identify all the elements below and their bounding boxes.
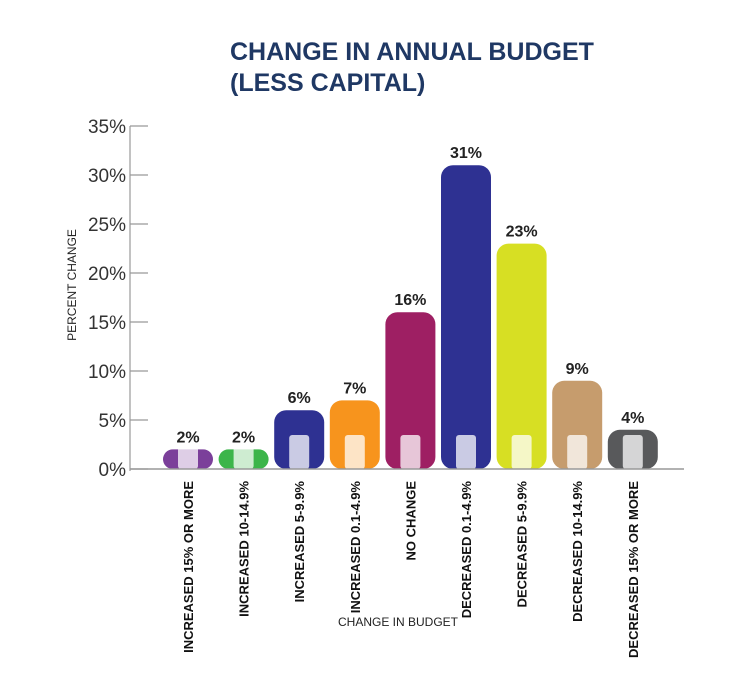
bar-value-label: 4% bbox=[621, 410, 644, 427]
bar-value-label: 31% bbox=[450, 145, 482, 162]
bar-base-tab bbox=[344, 435, 365, 469]
y-axis: 0% 5% 10% 15% 20% 25% 30% 35% bbox=[88, 117, 148, 481]
bar-base-tab bbox=[178, 435, 198, 469]
y-tick-label: 35% bbox=[88, 117, 126, 138]
bar bbox=[552, 380, 603, 469]
x-tick-label: INCREASED 5-9.9% bbox=[292, 481, 307, 603]
x-tick-label: DECREASED 5-9.9% bbox=[515, 481, 530, 608]
bar-value-label: 9% bbox=[566, 361, 589, 378]
y-tick-label: 20% bbox=[88, 264, 126, 285]
bars-group: 2% 2% 6% 7% 16% 31% 23% 9% 4% bbox=[163, 145, 658, 469]
x-tick-label: DECREASED 10-14.9% bbox=[570, 481, 585, 622]
y-tick-label: 0% bbox=[99, 460, 127, 481]
x-tick-label: NO CHANGE bbox=[403, 481, 418, 561]
bar-base-tab bbox=[622, 435, 643, 469]
bar-value-label: 2% bbox=[232, 429, 255, 446]
bar-value-label: 2% bbox=[176, 429, 199, 446]
y-tick-label: 30% bbox=[88, 166, 126, 187]
bar-base-tab bbox=[511, 435, 532, 469]
bar-value-label: 16% bbox=[394, 292, 426, 309]
bar-base-tab bbox=[289, 435, 310, 469]
bar-value-label: 23% bbox=[506, 224, 538, 241]
bar-base-tab bbox=[400, 435, 421, 469]
y-tick-label: 15% bbox=[88, 313, 126, 334]
y-axis-title: PERCENT CHANGE bbox=[65, 229, 79, 341]
x-tick-label: DECREASED 0.1-4.9% bbox=[459, 481, 474, 619]
bar bbox=[441, 165, 491, 469]
x-tick-label: DECREASED 15% OR MORE bbox=[626, 481, 641, 658]
x-tick-label: INCREASED 15% OR MORE bbox=[181, 481, 196, 653]
bar bbox=[496, 243, 547, 469]
bar-value-label: 6% bbox=[288, 390, 311, 407]
x-axis: INCREASED 15% OR MORE INCREASED 10-14.9% I… bbox=[130, 468, 684, 658]
bar-base-tab bbox=[567, 435, 588, 469]
bar bbox=[329, 400, 380, 469]
y-tick-label: 10% bbox=[88, 362, 126, 383]
bar-base-tab bbox=[233, 435, 254, 469]
bar bbox=[385, 312, 436, 469]
x-axis-title: CHANGE IN BUDGET bbox=[338, 615, 459, 629]
bar-base-tab bbox=[456, 435, 476, 469]
x-tick-label: INCREASED 10-14.9% bbox=[237, 481, 252, 617]
x-tick-label: INCREASED 0.1-4.9% bbox=[348, 481, 363, 614]
y-tick-label: 25% bbox=[88, 215, 126, 236]
chart-title-line-2: (LESS CAPITAL) bbox=[230, 69, 425, 97]
chart-title-line-1: CHANGE IN ANNUAL BUDGET bbox=[230, 38, 594, 66]
y-tick-label: 5% bbox=[99, 411, 127, 432]
bar-value-label: 7% bbox=[343, 380, 366, 397]
